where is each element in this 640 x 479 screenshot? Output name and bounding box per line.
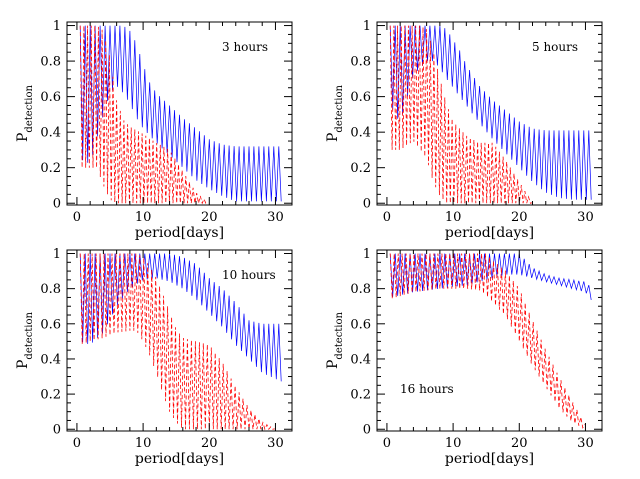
y-axis-title: Pdetection (325, 84, 345, 142)
y-tick-label: 1 (53, 247, 61, 262)
x-axis-title: period[days] (445, 451, 534, 467)
series-2-line (389, 253, 586, 429)
y-tick-label: 0.4 (350, 126, 371, 141)
series-2-line (79, 25, 208, 205)
y-tick-label: 0.2 (40, 388, 61, 403)
series-2-line (389, 25, 533, 204)
x-tick-label: 20 (511, 210, 528, 225)
y-axis-title-main: P (15, 360, 31, 369)
x-tick-label: 30 (267, 436, 284, 451)
x-tick-label: 30 (577, 210, 594, 225)
panel-annotation: 10 hours (222, 268, 276, 282)
y-axis-title-sub: detection (334, 84, 345, 132)
y-axis-title: Pdetection (15, 311, 35, 369)
x-tick-label: 30 (577, 436, 594, 451)
chart-panel-1: 0 10 20 30 0 0.2 0.4 0.6 0.8 1 period[days] Pdetect… (15, 19, 293, 241)
y-tick-label: 0.2 (40, 161, 61, 176)
y-axis-title: Pdetection (15, 84, 35, 142)
series-1-line (79, 25, 282, 202)
plot-frame (66, 249, 293, 432)
series-1-line (79, 253, 282, 382)
x-tick-label: 0 (383, 210, 391, 225)
x-tick-label: 0 (73, 436, 81, 451)
plot-frame (376, 249, 603, 432)
x-axis-title: period[days] (445, 225, 534, 241)
y-tick-label: 0.6 (350, 317, 371, 332)
x-tick-label: 20 (511, 436, 528, 451)
y-axis-title-main: P (15, 133, 31, 142)
x-tick-label: 0 (73, 210, 81, 225)
y-tick-label: 0.4 (40, 126, 61, 141)
y-tick-label: 0.6 (350, 90, 371, 105)
series-1-line (389, 253, 592, 300)
y-tick-label: 0 (363, 423, 371, 438)
panels-group: 0 10 20 3000.20.40.60.81period[days]Pdetect… (15, 19, 603, 467)
y-tick-label: 0.2 (350, 161, 371, 176)
plot-frame (66, 21, 293, 206)
y-tick-label: 1 (363, 19, 371, 34)
y-tick-label: 0.2 (350, 388, 371, 403)
panel-annotation: 3 hours (222, 40, 268, 54)
y-tick-label: 0.6 (40, 317, 61, 332)
y-axis-title-sub: detection (24, 84, 35, 132)
plot-frame (376, 21, 603, 206)
x-tick-label: 10 (135, 210, 152, 225)
y-axis-title-sub: detection (334, 311, 345, 359)
chart-panel-4: 0 10 20 30 0 0.2 0.4 0.6 0.8 1 period[days] Pdetect… (325, 247, 603, 467)
series-2-line (79, 253, 275, 431)
y-tick-label: 0 (363, 197, 371, 212)
y-tick-label: 0.8 (350, 282, 371, 297)
y-tick-label: 1 (363, 247, 371, 262)
y-tick-label: 0.6 (40, 90, 61, 105)
y-tick-label: 0.4 (40, 352, 61, 367)
x-tick-label: 10 (445, 210, 462, 225)
y-axis-title-main: P (325, 133, 341, 142)
panel-annotation: 5 hours (532, 40, 578, 54)
plot-area (79, 253, 282, 431)
y-axis-title: Pdetection (325, 311, 345, 369)
x-tick-label: 10 (135, 436, 152, 451)
plot-area (79, 25, 282, 205)
y-axis-title-main: P (325, 360, 341, 369)
y-tick-label: 1 (53, 19, 61, 34)
chart-panel-3: 0 10 20 30 0 0.2 0.4 0.6 0.8 1 period[days] Pdetect… (15, 247, 293, 467)
chart-panel-2: 0 10 20 30 0 0.2 0.4 0.6 0.8 1 period[days] Pdetect… (325, 19, 603, 241)
y-tick-label: 0 (53, 197, 61, 212)
x-tick-label: 20 (201, 436, 218, 451)
x-tick-label: 0 (383, 436, 391, 451)
x-tick-label: 10 (445, 436, 462, 451)
x-tick-label: 30 (267, 210, 284, 225)
y-tick-label: 0.4 (350, 352, 371, 367)
y-tick-label: 0 (53, 423, 61, 438)
x-axis-title: period[days] (135, 225, 224, 241)
series-1-line (389, 25, 592, 200)
plot-area (389, 25, 592, 204)
y-tick-label: 0.8 (40, 55, 61, 70)
x-axis-title: period[days] (135, 451, 224, 467)
plot-area (389, 253, 592, 429)
x-tick-label: 20 (201, 210, 218, 225)
y-axis-title-sub: detection (24, 311, 35, 359)
y-tick-label: 0.8 (40, 282, 61, 297)
panel-annotation: 16 hours (400, 382, 454, 396)
y-tick-label: 0.8 (350, 55, 371, 70)
